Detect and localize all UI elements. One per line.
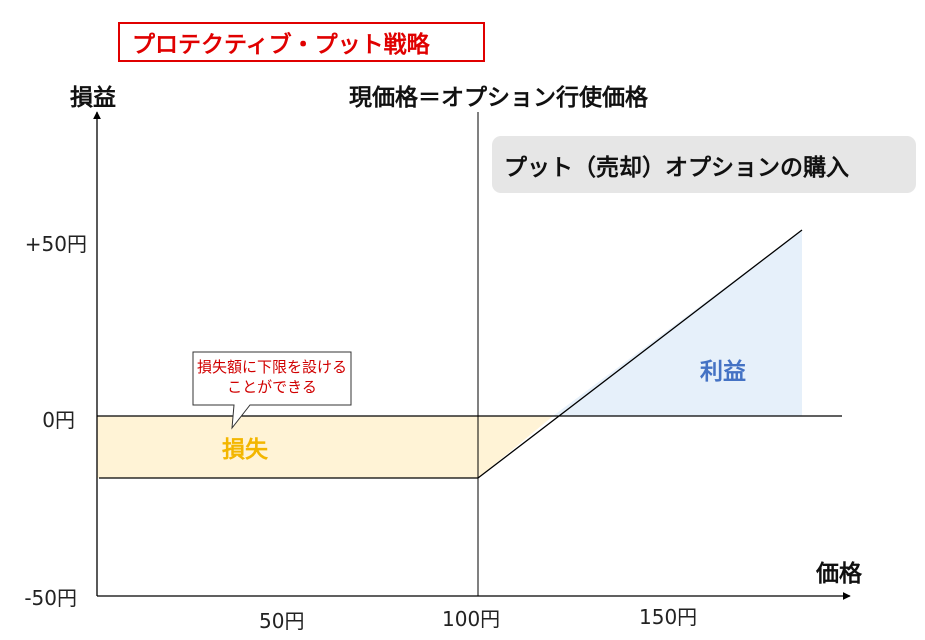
x-tick-100: 100円 bbox=[442, 607, 501, 631]
put-option-box: プット（売却）オプションの購入 bbox=[492, 136, 916, 193]
put-option-label: プット（売却）オプションの購入 bbox=[504, 154, 849, 181]
callout-bubble bbox=[192, 351, 352, 430]
x-tick-50: 50円 bbox=[259, 609, 305, 633]
loss-label: 損失 bbox=[222, 437, 268, 463]
loss-region bbox=[97, 416, 553, 478]
y-tick-minus50: -50円 bbox=[24, 586, 77, 610]
y-tick-zero: 0円 bbox=[42, 408, 75, 432]
x-tick-150: 150円 bbox=[639, 605, 698, 629]
strategy-title: プロテクティブ・プット戦略 bbox=[118, 22, 485, 62]
payoff-line bbox=[99, 229, 803, 479]
y-tick-plus50: +50円 bbox=[24, 232, 87, 256]
callout-text: 損失額に下限を設けることができる bbox=[196, 358, 347, 396]
y-axis-title: 損益 bbox=[70, 85, 116, 111]
x-axis-title: 価格 bbox=[816, 561, 862, 587]
profit-region bbox=[553, 230, 802, 416]
profit-label: 利益 bbox=[700, 359, 746, 385]
current-price-label: 現価格＝オプション行使価格 bbox=[349, 85, 648, 111]
